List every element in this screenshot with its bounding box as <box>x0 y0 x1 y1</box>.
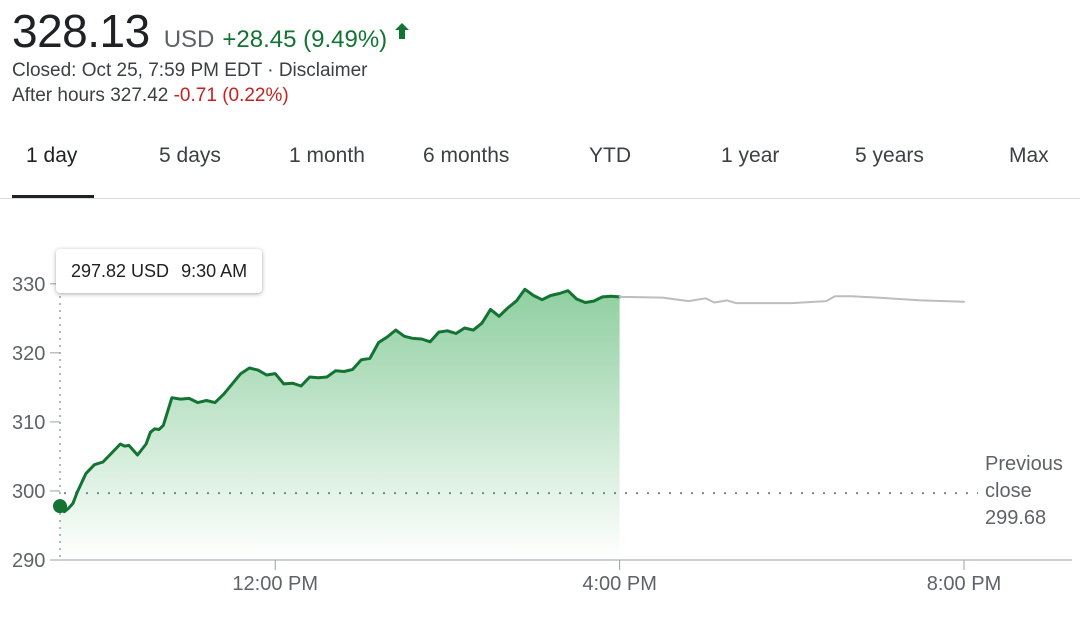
x-tick-label: 12:00 PM <box>232 573 318 595</box>
price-row: 328.13 USD +28.45 (9.49%) <box>12 4 411 58</box>
range-tabs: 1 day 5 days 1 month 6 months YTD 1 year… <box>0 126 1080 199</box>
closed-status: Closed: Oct 25, 7:59 PM EDT · Disclaimer <box>12 58 411 83</box>
arrow-up-icon <box>393 21 411 41</box>
after-hours-price: After hours 327.42 <box>12 85 174 106</box>
after-hours-row: After hours 327.42 -0.71 (0.22%) <box>12 83 411 108</box>
disclaimer-link[interactable]: Disclaimer <box>278 60 368 81</box>
tab-5-days[interactable]: 5 days <box>159 144 221 167</box>
after-hours-change: -0.71 (0.22%) <box>173 85 289 106</box>
tab-max[interactable]: Max <box>1009 144 1049 167</box>
price-change: +28.45 (9.49%) <box>222 26 388 53</box>
closed-text: Closed: Oct 25, 7:59 PM EDT · <box>12 60 279 81</box>
tab-5-years[interactable]: 5 years <box>855 144 924 167</box>
regular-session-area <box>60 289 620 560</box>
tab-1-month[interactable]: 1 month <box>289 144 365 167</box>
previous-close-value: 299.68 <box>985 507 1046 529</box>
y-tick-label: 330 <box>12 274 45 296</box>
previous-close-line2: close <box>985 480 1032 502</box>
y-tick-label: 320 <box>12 343 45 365</box>
tab-1-year[interactable]: 1 year <box>721 144 780 167</box>
y-axis: 290 300 310 320 330 <box>12 274 60 572</box>
tab-ytd[interactable]: YTD <box>589 144 631 167</box>
previous-close-line1: Previous <box>985 453 1063 475</box>
after-hours-line <box>618 295 965 305</box>
x-tick-label: 8:00 PM <box>927 573 1001 595</box>
previous-close-label: Previous close 299.68 <box>985 453 1063 529</box>
active-tab-indicator <box>12 195 94 198</box>
y-tick-label: 310 <box>12 412 45 434</box>
y-tick-label: 290 <box>12 550 45 572</box>
hover-point <box>53 499 67 514</box>
tooltip-time: 9:30 AM <box>181 260 248 281</box>
currency-label: USD <box>163 26 215 53</box>
regular-session-line <box>58 287 622 514</box>
price-chart[interactable]: 290 300 310 320 330 12:00 PM 4:00 PM 8:00 PM P… <box>0 200 1080 622</box>
plot-area <box>53 287 978 560</box>
y-tick-label: 300 <box>12 481 45 503</box>
x-tick-label: 4:00 PM <box>582 573 656 595</box>
tab-6-months[interactable]: 6 months <box>423 144 510 167</box>
tooltip-price: 297.82 USD <box>71 260 170 281</box>
tab-1-day[interactable]: 1 day <box>26 144 78 167</box>
current-price: 328.13 <box>12 5 150 57</box>
quote-header: 328.13 USD +28.45 (9.49%) Closed: Oct 25… <box>12 4 411 108</box>
hover-tooltip: 297.82 USD 9:30 AM <box>56 249 263 293</box>
